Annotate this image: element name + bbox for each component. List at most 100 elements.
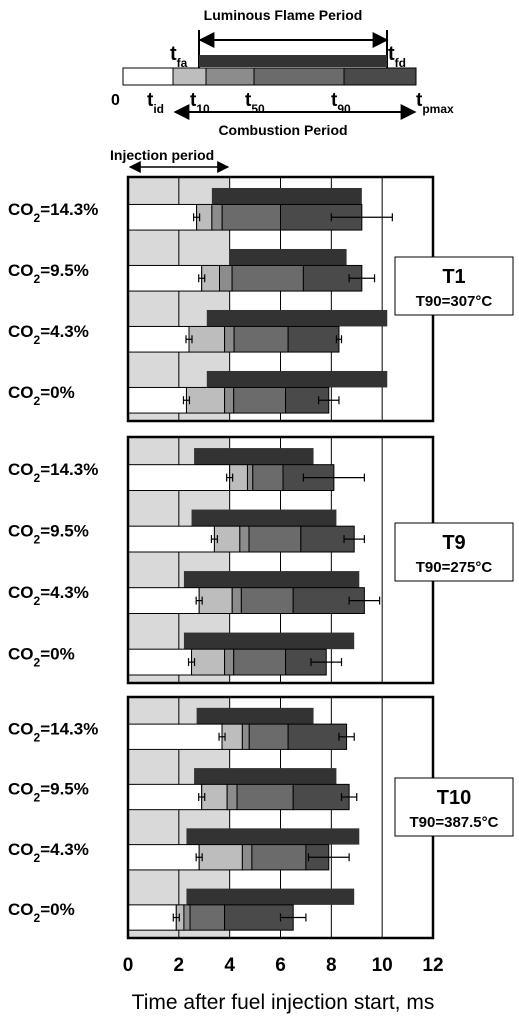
- panel-label-box: [394, 777, 514, 837]
- legend-marker-tpmax: tpmax: [416, 90, 454, 116]
- ignition-delay-bar: [127, 464, 231, 492]
- x-tick-label: 2: [174, 955, 185, 976]
- x-axis-label: Time after fuel injection start, ms: [132, 991, 435, 1014]
- panel-t9: CO2=14.3%CO2=9.5%CO2=4.3%CO2=0%T9T90=275…: [8, 435, 514, 685]
- stage-bar-10-50: [248, 723, 289, 750]
- legend-luminous-label: Luminous Flame Period: [204, 7, 363, 23]
- luminous-bar: [206, 370, 388, 388]
- x-tick-label: 12: [422, 955, 443, 976]
- legend-marker-t10: t10: [190, 90, 210, 116]
- luminous-bar: [186, 828, 360, 845]
- legend-luminous-bar: [199, 55, 387, 67]
- legend-diagram: Luminous Flame Period Combustion Period 0 t…: [110, 7, 454, 173]
- row-label-suffix: =14.3%: [40, 200, 98, 219]
- stage-bar-10-50: [251, 844, 307, 871]
- row-label-sub: 2: [34, 533, 41, 547]
- row-label-suffix: =0%: [40, 900, 75, 919]
- x-tick-label: 10: [372, 955, 393, 976]
- ignition-delay-bar: [127, 723, 223, 750]
- stage-bar-10: [239, 525, 250, 553]
- legend-marker-tid-sub: id: [153, 102, 164, 116]
- ignition-delay-bar: [127, 203, 198, 231]
- stage-bar-50-90: [287, 723, 348, 750]
- row-label: CO2=14.3%: [8, 200, 98, 225]
- stage-bar-0-10: [191, 648, 226, 676]
- row-label-main: CO: [8, 200, 34, 219]
- stage-bar-0-10: [185, 386, 226, 414]
- stage-bar-10: [246, 464, 254, 492]
- legend-marker-tpmax-sub: pmax: [422, 102, 454, 116]
- legend-zero-label: 0: [111, 92, 120, 109]
- row-label-sub: 2: [34, 791, 41, 805]
- legend-marker-tid-main: t: [147, 90, 154, 111]
- ignition-delay-bar: [127, 844, 200, 871]
- row-label-main: CO: [8, 383, 34, 402]
- row-label: CO2=4.3%: [8, 322, 89, 347]
- stage-bar-10-50: [233, 325, 289, 353]
- row-label-main: CO: [8, 261, 34, 280]
- luminous-bar: [183, 632, 355, 650]
- row-label-main: CO: [8, 645, 34, 664]
- luminous-bar: [186, 888, 355, 905]
- stage-bar-0-10: [188, 325, 226, 353]
- legend-marker-tfa-sub: fa: [177, 56, 188, 70]
- row-label-suffix: =9.5%: [40, 261, 89, 280]
- stage-bar-10-50: [233, 386, 287, 414]
- legend-bar-stage1: [172, 67, 207, 86]
- row-label-main: CO: [8, 719, 34, 738]
- row-label: CO2=4.3%: [8, 840, 89, 865]
- luminous-bar: [196, 707, 314, 725]
- panel-subtitle: T90=307°C: [416, 293, 493, 310]
- row-label-sub: 2: [34, 656, 41, 670]
- ignition-delay-bar: [127, 904, 177, 931]
- panel-label-box: [394, 522, 514, 582]
- stage-bar-10-50: [231, 264, 304, 292]
- row-label-main: CO: [8, 900, 34, 919]
- legend-marker-t90-main: t: [331, 90, 338, 111]
- ignition-delay-bar: [127, 587, 200, 615]
- stage-bar-10-50: [221, 203, 281, 231]
- legend-marker-t10-main: t: [190, 90, 197, 111]
- stage-bar-10-50: [252, 464, 284, 492]
- stage-bar-10-50: [248, 525, 302, 553]
- row-label-sub: 2: [34, 333, 41, 347]
- ignition-delay-bar: [127, 386, 187, 414]
- stage-bar-10: [224, 325, 235, 353]
- stage-bar-10: [183, 904, 191, 931]
- legend-marker-tfa-main: t: [170, 43, 177, 65]
- legend-bar-pre: [122, 67, 174, 86]
- luminous-bar: [194, 768, 337, 785]
- row-label: CO2=0%: [8, 900, 75, 925]
- luminous-bar: [211, 187, 362, 205]
- row-label-main: CO: [8, 840, 34, 859]
- panel-name: T9: [442, 532, 465, 554]
- row-label-suffix: =4.3%: [40, 322, 89, 341]
- chart-panels: CO2=14.3%CO2=9.5%CO2=4.3%CO2=0%T1T90=307…: [8, 175, 514, 940]
- stage-bar-10: [241, 844, 253, 871]
- ignition-delay-bar: [127, 783, 203, 811]
- stage-bar-10: [211, 203, 223, 231]
- row-label: CO2=9.5%: [8, 780, 89, 805]
- stage-bar-0-10: [213, 525, 241, 553]
- row-label-sub: 2: [34, 730, 41, 744]
- row-label: CO2=14.3%: [8, 460, 98, 485]
- legend-bar-stage2: [205, 67, 255, 86]
- row-label: CO2=0%: [8, 645, 75, 670]
- stage-bar-10-50: [240, 587, 294, 615]
- row-label: CO2=0%: [8, 383, 75, 408]
- stage-bar-10: [224, 386, 235, 414]
- stage-bar-0-10: [201, 783, 228, 811]
- legend-marker-tfa: tfa: [170, 43, 188, 70]
- ignition-delay-bar: [127, 264, 203, 292]
- row-label: CO2=14.3%: [8, 719, 98, 744]
- row-label-sub: 2: [34, 471, 41, 485]
- x-axis: 0 2 4 6 8 10 12 Time after fuel injection start…: [123, 955, 444, 1014]
- panel-name: T10: [437, 787, 471, 809]
- row-label: CO2=9.5%: [8, 261, 89, 286]
- row-label-main: CO: [8, 583, 34, 602]
- luminous-bar: [194, 448, 314, 465]
- row-label-sub: 2: [34, 272, 41, 286]
- legend-combustion-label: Combustion Period: [218, 122, 347, 138]
